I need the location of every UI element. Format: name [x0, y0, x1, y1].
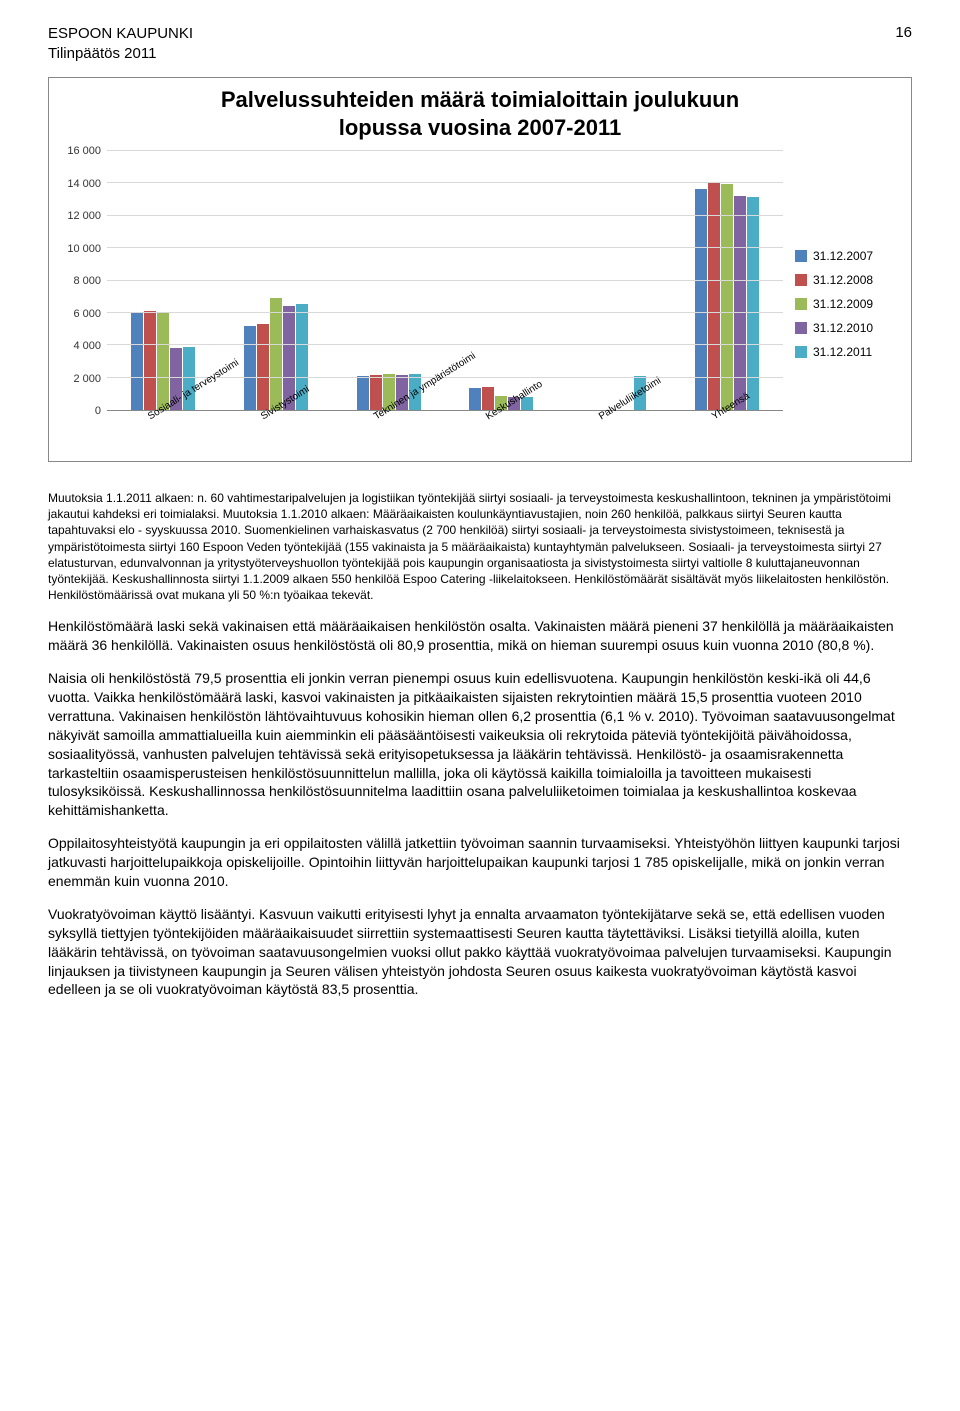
bar	[734, 196, 746, 411]
bar	[370, 375, 382, 410]
x-tick-label: Keskushallinto	[445, 411, 558, 457]
bar-group	[220, 151, 333, 410]
header-left: ESPOON KAUPUNKI Tilinpäätös 2011	[48, 24, 193, 63]
doc-name: Tilinpäätös 2011	[48, 44, 193, 64]
org-name: ESPOON KAUPUNKI	[48, 24, 193, 44]
grid-line	[107, 312, 783, 313]
page-header: ESPOON KAUPUNKI Tilinpäätös 2011 16	[48, 24, 912, 63]
body-paragraph-2: Naisia oli henkilöstöstä 79,5 prosenttia…	[48, 669, 912, 820]
x-tick-label: Tekninen ja ympäristötoimi	[332, 411, 445, 457]
legend-item: 31.12.2011	[795, 345, 903, 359]
y-tick-label: 16 000	[67, 145, 101, 157]
x-tick-label: Yhteensä	[670, 411, 783, 457]
legend-swatch	[795, 274, 807, 286]
legend-swatch	[795, 250, 807, 262]
body-paragraph-4: Vuokratyövoiman käyttö lisääntyi. Kasvuu…	[48, 905, 912, 999]
page: ESPOON KAUPUNKI Tilinpäätös 2011 16 Palv…	[0, 0, 960, 1061]
body-paragraph-3: Oppilaitosyhteistyötä kaupungin ja eri o…	[48, 834, 912, 891]
chart-footnote: Muutoksia 1.1.2011 alkaen: n. 60 vahtime…	[48, 490, 912, 603]
legend-swatch	[795, 298, 807, 310]
legend-label: 31.12.2010	[813, 321, 873, 335]
chart-legend: 31.12.2007 31.12.2008 31.12.2009 31.12.2010…	[783, 151, 903, 457]
grid-line	[107, 344, 783, 345]
y-tick-label: 0	[95, 405, 101, 417]
legend-swatch	[795, 346, 807, 358]
bar-group	[107, 151, 220, 410]
bar	[244, 326, 256, 410]
bar	[469, 388, 481, 410]
bar-group	[332, 151, 445, 410]
y-tick-label: 14 000	[67, 178, 101, 190]
grid-line	[107, 280, 783, 281]
y-tick-label: 12 000	[67, 210, 101, 222]
bar-group	[558, 151, 671, 410]
chart-title-line2: lopussa vuosina 2007-2011	[339, 115, 622, 140]
bar	[270, 298, 282, 410]
chart-title: Palvelussuhteiden määrä toimialoittain j…	[57, 86, 903, 141]
bar	[144, 311, 156, 410]
legend-item: 31.12.2007	[795, 249, 903, 263]
bar-group	[670, 151, 783, 410]
bar	[747, 197, 759, 410]
y-tick-label: 6 000	[73, 308, 101, 320]
x-axis-labels: Sosiaali- ja terveystoimiSivistystoimiTe…	[107, 411, 783, 457]
legend-item: 31.12.2008	[795, 273, 903, 287]
legend-label: 31.12.2007	[813, 249, 873, 263]
y-tick-label: 4 000	[73, 340, 101, 352]
chart-title-line1: Palvelussuhteiden määrä toimialoittain j…	[221, 87, 739, 112]
grid-line	[107, 150, 783, 151]
grid-line	[107, 182, 783, 183]
legend-label: 31.12.2011	[813, 345, 872, 359]
x-tick-label: Sivistystoimi	[220, 411, 333, 457]
legend-item: 31.12.2009	[795, 297, 903, 311]
page-number: 16	[895, 24, 912, 63]
legend-item: 31.12.2010	[795, 321, 903, 335]
bar-group	[445, 151, 558, 410]
x-tick-label: Palveluliiketoimi	[558, 411, 671, 457]
x-tick-label: Sosiaali- ja terveystoimi	[107, 411, 220, 457]
y-axis: 02 0004 0006 0008 00010 00012 00014 0001…	[57, 151, 107, 411]
legend-swatch	[795, 322, 807, 334]
legend-label: 31.12.2009	[813, 297, 873, 311]
y-tick-label: 8 000	[73, 275, 101, 287]
bar	[257, 324, 269, 410]
y-tick-label: 10 000	[67, 243, 101, 255]
body-paragraph-1: Henkilöstömäärä laski sekä vakinaisen et…	[48, 617, 912, 655]
plot-area: 02 0004 0006 0008 00010 00012 00014 0001…	[57, 151, 783, 457]
grid-line	[107, 215, 783, 216]
chart-container: Palvelussuhteiden määrä toimialoittain j…	[48, 77, 912, 462]
bar	[157, 312, 169, 410]
chart-body: 02 0004 0006 0008 00010 00012 00014 0001…	[57, 151, 903, 457]
grid-line	[107, 247, 783, 248]
bar	[357, 376, 369, 410]
legend-label: 31.12.2008	[813, 273, 873, 287]
y-tick-label: 2 000	[73, 373, 101, 385]
bar	[131, 313, 143, 411]
